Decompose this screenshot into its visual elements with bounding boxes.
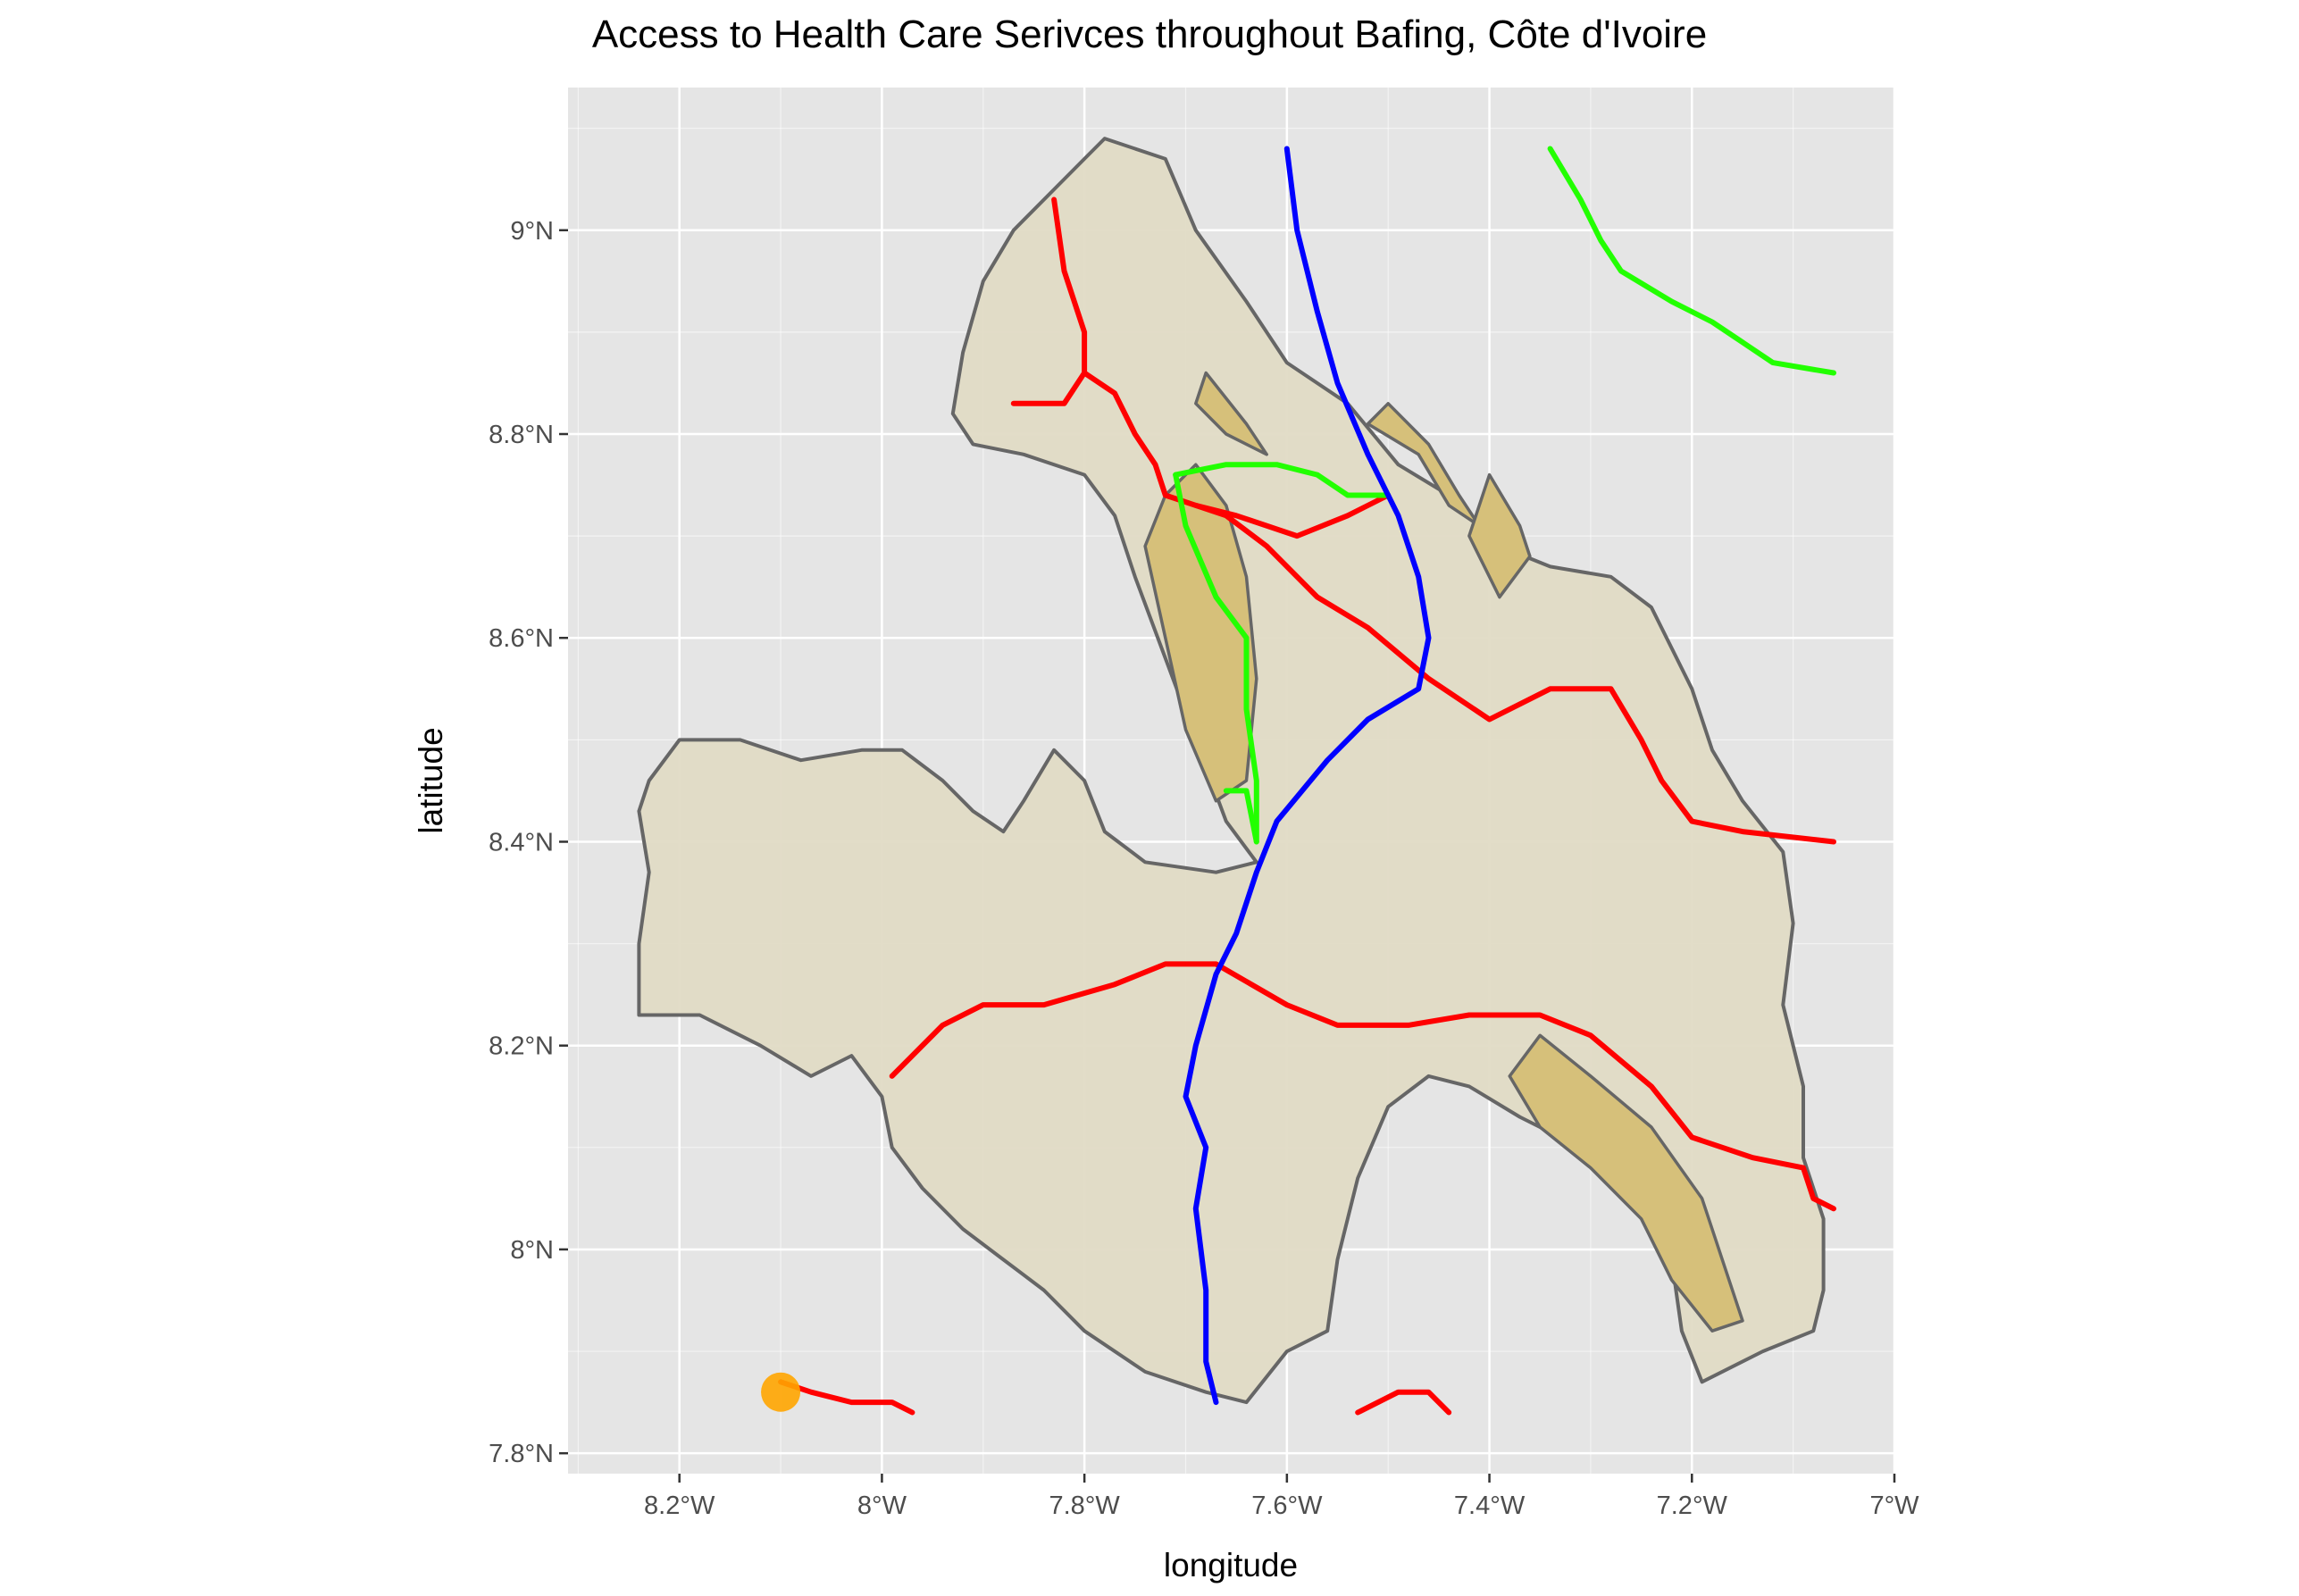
road-green (1173, 472, 1259, 845)
x-tick-label: 7.4°W (1454, 1492, 1526, 1520)
x-tick-label: 7°W (1869, 1492, 1919, 1520)
y-tick-label: 7.8°N (489, 1440, 554, 1468)
x-tick-label: 7.8°W (1049, 1492, 1120, 1520)
y-tick-label: 9°N (510, 217, 554, 246)
x-tick-label: 8.2°W (644, 1492, 715, 1520)
y-tick-label: 8.4°N (489, 828, 554, 856)
highland-layer (1143, 371, 1744, 1333)
road-green (1223, 788, 1259, 845)
road-red (778, 1379, 915, 1416)
road-green (1547, 146, 1836, 376)
y-tick-label: 8.6°N (489, 624, 554, 653)
axes: 8.2°W 8°W 7.8°W 7.6°W 7.4°W 7.2°W 7°W 7.8°N 8°N 8… (489, 217, 1919, 1520)
highland-area (1366, 402, 1481, 528)
y-axis-title: latitude (413, 727, 449, 833)
y-tick-label: 8°N (510, 1236, 554, 1265)
highland-area (1143, 463, 1258, 803)
road-red (1010, 370, 1088, 406)
x-tick-label: 8°W (857, 1492, 907, 1520)
road-blue (1183, 146, 1432, 1406)
map-title: Access to Health Care Serivces throughou… (591, 13, 1708, 56)
highland-area (1508, 1033, 1744, 1333)
x-axis-title: longitude (1164, 1547, 1298, 1583)
road-layer (778, 146, 1836, 1416)
road-red (889, 961, 1836, 1212)
road-green (1173, 462, 1392, 498)
y-tick-label: 8.2°N (489, 1032, 554, 1061)
highland-area (1194, 371, 1268, 456)
health-facility-marker (761, 1372, 801, 1412)
y-tick-label: 8.8°N (489, 421, 554, 449)
road-red (1192, 492, 1392, 539)
x-tick-label: 7.2°W (1657, 1492, 1728, 1520)
x-tick-label: 7.6°W (1251, 1492, 1323, 1520)
highland-area (1467, 472, 1532, 599)
road-red (1355, 1389, 1452, 1416)
facility-layer (761, 1372, 801, 1412)
road-red (1051, 196, 1836, 845)
